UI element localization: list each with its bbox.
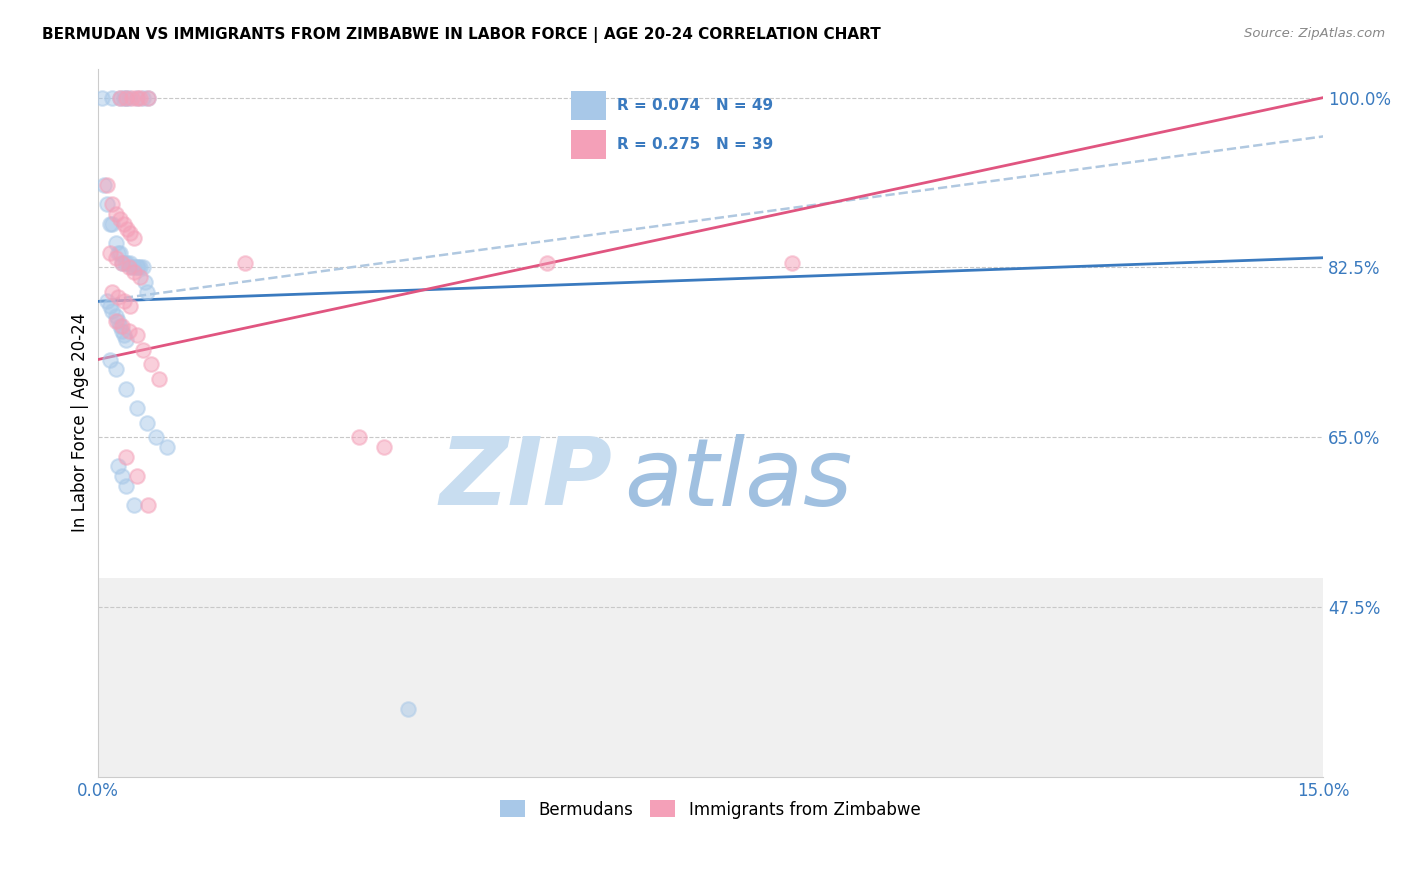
Point	[101, 217, 124, 231]
Point	[121, 260, 143, 275]
Point	[129, 90, 152, 104]
Point	[110, 211, 132, 226]
Point	[96, 197, 118, 211]
Point	[396, 702, 419, 716]
Point	[117, 260, 139, 275]
Point	[233, 255, 256, 269]
Point	[148, 372, 170, 386]
Point	[111, 324, 134, 338]
Point	[107, 289, 129, 303]
Point	[98, 352, 121, 367]
Point	[536, 255, 558, 269]
Point	[93, 178, 115, 192]
Point	[115, 333, 138, 347]
Point	[125, 260, 148, 275]
Point	[125, 328, 148, 343]
Point	[98, 299, 121, 313]
Point	[112, 294, 135, 309]
Bar	[97, 578, 1323, 777]
Point	[110, 318, 132, 333]
Point	[136, 498, 159, 512]
Point	[112, 217, 135, 231]
Point	[96, 178, 118, 192]
Point	[347, 430, 370, 444]
Point	[110, 246, 132, 260]
Point	[104, 251, 127, 265]
Text: atlas: atlas	[624, 434, 853, 524]
Point	[135, 416, 157, 430]
Legend: Bermudans, Immigrants from Zimbabwe: Bermudans, Immigrants from Zimbabwe	[494, 794, 927, 825]
Point	[136, 90, 159, 104]
Point	[101, 197, 124, 211]
Point	[98, 246, 121, 260]
Point	[114, 255, 136, 269]
Point	[136, 90, 159, 104]
Point	[115, 221, 138, 235]
Point	[110, 90, 132, 104]
Point	[107, 459, 129, 474]
Point	[115, 450, 138, 464]
Point	[101, 285, 124, 299]
Point	[111, 255, 134, 269]
Point	[104, 362, 127, 376]
Point	[107, 246, 129, 260]
Point	[134, 275, 156, 289]
Point	[124, 498, 146, 512]
Point	[131, 260, 153, 275]
Point	[115, 90, 138, 104]
Point	[96, 294, 118, 309]
Point	[129, 270, 152, 285]
Point	[104, 309, 127, 323]
Point	[104, 236, 127, 251]
Text: ZIP: ZIP	[440, 434, 612, 525]
Y-axis label: In Labor Force | Age 20-24: In Labor Force | Age 20-24	[72, 313, 89, 533]
Point	[124, 265, 146, 279]
Point	[780, 255, 803, 269]
Point	[145, 430, 167, 444]
Point	[125, 469, 148, 483]
Point	[125, 401, 148, 416]
Text: Source: ZipAtlas.com: Source: ZipAtlas.com	[1244, 27, 1385, 40]
Point	[111, 255, 134, 269]
Point	[101, 90, 124, 104]
Point	[104, 314, 127, 328]
Point	[112, 90, 135, 104]
Point	[121, 90, 143, 104]
Point	[104, 207, 127, 221]
Point	[373, 440, 395, 454]
Point	[131, 90, 153, 104]
Text: BERMUDAN VS IMMIGRANTS FROM ZIMBABWE IN LABOR FORCE | AGE 20-24 CORRELATION CHAR: BERMUDAN VS IMMIGRANTS FROM ZIMBABWE IN …	[42, 27, 882, 43]
Point	[124, 260, 146, 275]
Point	[125, 90, 148, 104]
Point	[115, 479, 138, 493]
Point	[111, 318, 134, 333]
Point	[117, 324, 139, 338]
Point	[135, 285, 157, 299]
Point	[120, 299, 142, 313]
Point	[156, 440, 179, 454]
Point	[111, 469, 134, 483]
Point	[115, 90, 138, 104]
Point	[98, 217, 121, 231]
Point	[124, 231, 146, 245]
Point	[120, 227, 142, 241]
Point	[120, 255, 142, 269]
Point	[139, 358, 162, 372]
Point	[90, 90, 112, 104]
Point	[115, 382, 138, 396]
Point	[101, 304, 124, 318]
Point	[127, 260, 149, 275]
Point	[115, 255, 138, 269]
Point	[125, 90, 148, 104]
Point	[110, 90, 132, 104]
Point	[117, 90, 139, 104]
Point	[129, 260, 152, 275]
Point	[131, 343, 153, 357]
Point	[112, 328, 135, 343]
Point	[107, 314, 129, 328]
